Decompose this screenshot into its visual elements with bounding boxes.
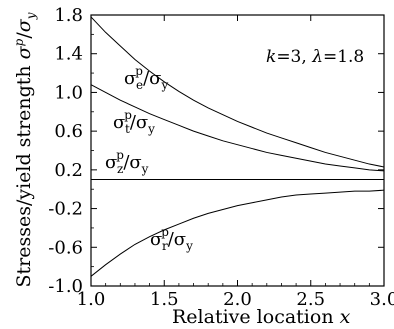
x-tick-label: 1.0 <box>77 289 106 310</box>
y-tick-label: 0.2 <box>54 160 83 181</box>
x-tick-label: 3.0 <box>370 289 394 310</box>
label-sigma-z: σp z/σy <box>105 148 149 176</box>
sigma-r-curve <box>90 189 385 277</box>
y-tick-label: 0.6 <box>54 121 83 142</box>
parameter-label: k=3, λ=1.8 <box>266 47 364 67</box>
x-tick-label: 2.5 <box>296 289 325 310</box>
y-tick-label: -0.6 <box>48 237 83 258</box>
label-sigma-e: σp e/σy <box>124 64 168 92</box>
y-axis-title: Stresses/yield strength σp/σy <box>12 12 38 287</box>
x-tick-label: 2.0 <box>223 289 252 310</box>
label-sigma-r: σp r/σy <box>150 225 193 253</box>
x-tick-label: 1.5 <box>150 289 179 310</box>
y-tick-label: 1.4 <box>54 44 83 65</box>
y-tick-label: 1.0 <box>54 82 83 103</box>
y-tick-label: 1.8 <box>54 5 83 26</box>
y-tick-label: -0.2 <box>48 199 83 220</box>
label-sigma-t: σp t/σy <box>113 108 155 136</box>
sigma-t-curve <box>90 84 385 172</box>
y-tick-label: -1.0 <box>48 276 83 297</box>
sigma-e-curve <box>90 16 385 168</box>
x-axis-title: Relative location x <box>172 306 351 328</box>
curves <box>90 16 385 277</box>
axis-ticks: 1.0 1.5 2.0 2.5 3.0 1.8 1.4 1.0 0.6 0.2 -0.2 -0.6 -1… <box>48 5 394 310</box>
